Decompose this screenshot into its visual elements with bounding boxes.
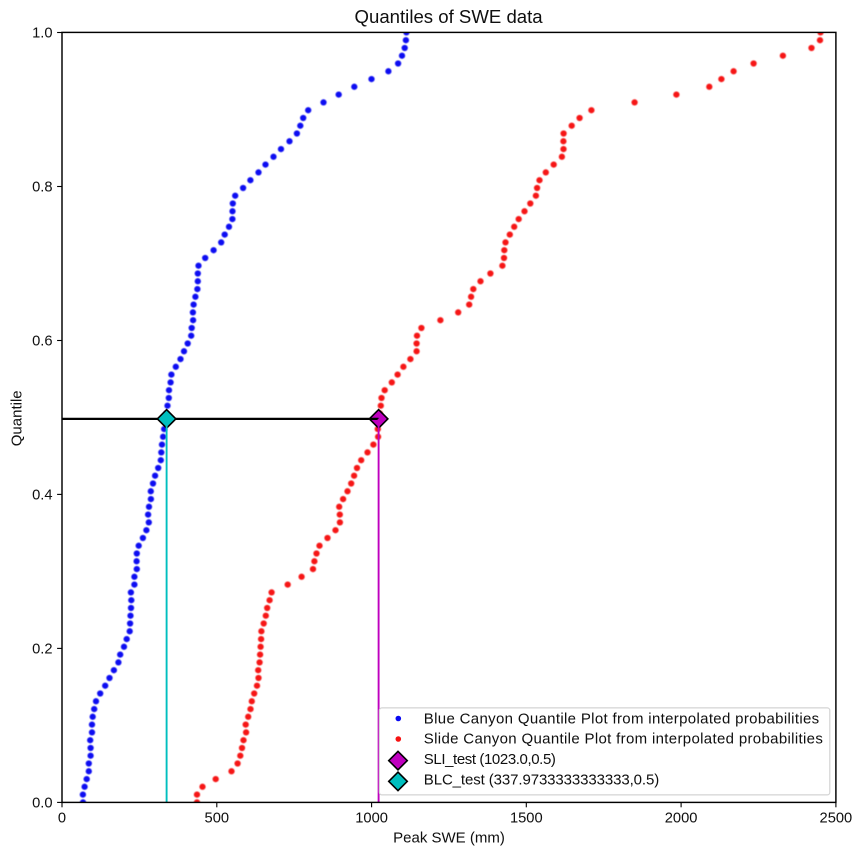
- svg-text:500: 500: [205, 811, 230, 827]
- svg-text:BLC_test (337.9733333333333,0.: BLC_test (337.9733333333333,0.5): [424, 771, 659, 788]
- svg-text:Blue Canyon Quantile Plot from: Blue Canyon Quantile Plot from interpola…: [424, 710, 820, 727]
- svg-text:2000: 2000: [665, 811, 698, 827]
- svg-text:1.0: 1.0: [32, 26, 52, 42]
- svg-text:Quantile: Quantile: [9, 390, 26, 446]
- svg-text:0.8: 0.8: [32, 180, 52, 196]
- svg-text:Slide Canyon Quantile Plot fro: Slide Canyon Quantile Plot from interpol…: [424, 731, 823, 748]
- svg-text:0.0: 0.0: [32, 796, 52, 812]
- svg-text:Quantiles of SWE data: Quantiles of SWE data: [355, 6, 544, 27]
- svg-text:2500: 2500: [820, 811, 853, 827]
- svg-text:Peak SWE (mm): Peak SWE (mm): [393, 829, 505, 846]
- svg-text:SLI_test (1023.0,0.5): SLI_test (1023.0,0.5): [424, 751, 556, 768]
- svg-text:0.4: 0.4: [32, 488, 52, 504]
- svg-text:1000: 1000: [355, 811, 388, 827]
- svg-text:1500: 1500: [510, 811, 543, 827]
- svg-text:0: 0: [58, 811, 66, 827]
- svg-text:0.6: 0.6: [32, 334, 52, 350]
- svg-text:0.2: 0.2: [32, 642, 52, 658]
